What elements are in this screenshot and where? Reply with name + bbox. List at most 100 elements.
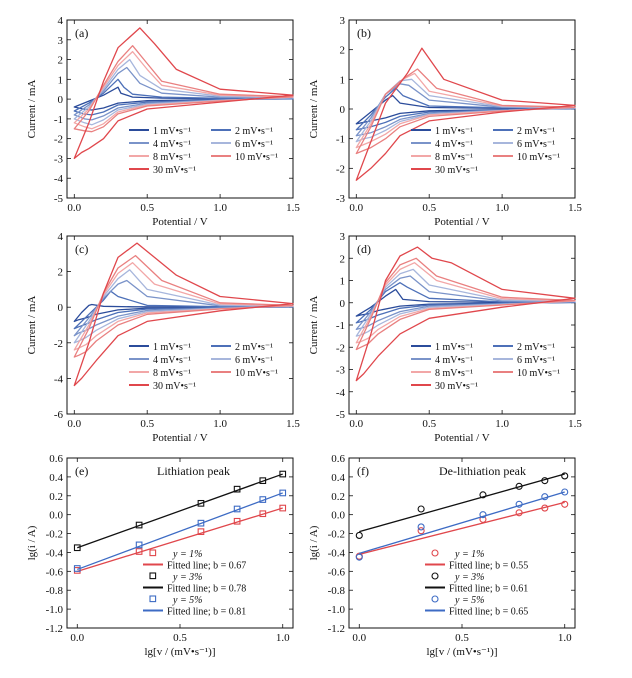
x-tick-label: 1.0: [495, 202, 509, 214]
x-axis-label: Potential / V: [434, 432, 489, 444]
legend-label: 4 mV•s⁻¹: [153, 139, 191, 150]
y-tick-label: -0.2: [328, 529, 345, 541]
panel-f: 0.0 0.5 1.0-1.2-1.0-0.8-0.6-0.4-0.20.00.20…: [308, 453, 575, 658]
legend-label: y = 1%: [454, 549, 485, 560]
legend-label: 1 mV•s⁻¹: [435, 126, 473, 137]
y-tick-label: 4: [58, 15, 64, 27]
y-tick-label: -6: [54, 409, 64, 421]
legend-marker: [150, 596, 156, 602]
y-tick-label: -0.2: [46, 529, 63, 541]
y-tick-label: -4: [54, 173, 64, 185]
legend-label: 4 mV•s⁻¹: [435, 139, 473, 150]
x-tick-label: 0.5: [455, 632, 469, 644]
legend-marker: [432, 596, 438, 602]
x-tick-label: 0.5: [422, 418, 436, 430]
y-tick-label: 2: [340, 45, 346, 57]
y-tick-label: 0: [58, 302, 64, 314]
y-tick-label: -1: [336, 320, 345, 332]
legend-label: Fitted line; b = 0.65: [449, 607, 528, 618]
x-axis-label: Potential / V: [152, 432, 207, 444]
y-tick-label: 4: [58, 231, 64, 243]
legend-label: y = 3%: [172, 572, 203, 583]
panel-label: (a): [75, 26, 88, 40]
legend-label: Fitted line; b = 0.81: [167, 607, 246, 618]
x-axis-label: Potential / V: [434, 216, 489, 228]
y-tick-label: -0.6: [46, 566, 64, 578]
data-point: [516, 501, 522, 507]
legend-label: 30 mV•s⁻¹: [153, 381, 196, 392]
legend-label: y = 5%: [454, 595, 485, 606]
legend-label: 10 mV•s⁻¹: [517, 152, 560, 163]
legend-label: y = 1%: [172, 549, 203, 560]
x-tick-label: 1.5: [286, 418, 300, 430]
y-tick-label: -2: [54, 338, 63, 350]
y-tick-label: 0.2: [49, 491, 63, 503]
legend-label: 8 mV•s⁻¹: [153, 368, 191, 379]
y-tick-label: -3: [54, 153, 64, 165]
data-point: [74, 545, 80, 551]
y-tick-label: 2: [340, 253, 346, 265]
data-point: [418, 506, 424, 512]
y-tick-label: 0.2: [331, 491, 345, 503]
y-axis-label: Current / mA: [26, 80, 38, 139]
legend-label: 2 mV•s⁻¹: [235, 342, 273, 353]
panel-e: 0.0 0.5 1.0-1.2-1.0-0.8-0.6-0.4-0.20.00.20…: [26, 453, 293, 658]
x-axis-label: lg[v / (mV•s⁻¹)]: [426, 646, 497, 658]
panel-label: (d): [357, 242, 371, 256]
figure-canvas: 0.0 0.5 1.0 1.5-5-4-3-2-101234Potential / V…: [0, 0, 632, 678]
legend-label: 10 mV•s⁻¹: [235, 368, 278, 379]
y-tick-label: -1.2: [46, 623, 63, 635]
panel-d: 0.0 0.5 1.0 1.5-5-4-3-2-10123Potential / VC…: [308, 231, 582, 444]
fit-line-1: [359, 502, 564, 554]
legend-marker: [432, 550, 438, 556]
panel-b: 0.0 0.5 1.0 1.5-3-2-10123Potential / VCurre…: [308, 15, 582, 228]
y-tick-label: -2: [336, 342, 345, 354]
legend-label: 6 mV•s⁻¹: [235, 139, 273, 150]
y-axis-label: Current / mA: [26, 296, 38, 355]
data-point: [562, 473, 568, 479]
y-tick-label: -3: [336, 365, 346, 377]
y-tick-label: 0: [340, 104, 346, 116]
y-tick-label: -5: [336, 409, 346, 421]
panel-title: Lithiation peak: [157, 464, 230, 478]
y-tick-label: -0.6: [328, 566, 346, 578]
legend-label: 8 mV•s⁻¹: [435, 152, 473, 163]
x-tick-label: 0.0: [67, 202, 81, 214]
y-tick-label: 0: [58, 94, 64, 106]
y-tick-label: -2: [54, 134, 63, 146]
panel-label: (b): [357, 26, 371, 40]
y-tick-label: -0.4: [328, 547, 346, 559]
panel-a: 0.0 0.5 1.0 1.5 -5 -4 -3 -2 -1 0 1 2 3 4 Potential / V…: [26, 15, 300, 228]
x-tick-label: 0.5: [140, 202, 154, 214]
legend-label: 4 mV•s⁻¹: [435, 355, 473, 366]
y-tick-label: -2: [336, 163, 345, 175]
y-tick-label: -3: [336, 193, 346, 205]
y-axis-label: lg(i / A): [26, 525, 38, 560]
y-tick-label: -0.8: [328, 585, 346, 597]
legend-label: y = 3%: [454, 572, 485, 583]
panel-c: 0.0 0.5 1.0 1.5-6-4-2024Potential / VCurren…: [26, 231, 300, 444]
panel-label: (e): [75, 464, 88, 478]
y-tick-label: 3: [340, 231, 346, 243]
y-tick-label: 0.0: [331, 510, 345, 522]
legend-marker: [432, 573, 438, 579]
legend-label: 6 mV•s⁻¹: [235, 355, 273, 366]
legend-label: 2 mV•s⁻¹: [517, 126, 555, 137]
y-tick-label: -1: [336, 134, 345, 146]
legend-label: 6 mV•s⁻¹: [517, 139, 555, 150]
panel-title: De-lithiation peak: [439, 464, 526, 478]
x-tick-label: 1.5: [568, 202, 582, 214]
legend-label: 30 mV•s⁻¹: [435, 165, 478, 176]
x-tick-label: 1.0: [213, 418, 227, 430]
legend-label: 10 mV•s⁻¹: [517, 368, 560, 379]
legend-label: 1 mV•s⁻¹: [153, 126, 191, 137]
y-tick-label: -1: [54, 114, 63, 126]
x-tick-label: 1.0: [213, 202, 227, 214]
y-tick-label: 2: [58, 267, 64, 279]
x-axis-label: lg[v / (mV•s⁻¹)]: [144, 646, 215, 658]
y-tick-label: 0.6: [331, 453, 345, 465]
y-axis-label: lg(i / A): [308, 525, 320, 560]
y-tick-label: -1.0: [46, 604, 64, 616]
y-tick-label: 0.4: [49, 472, 63, 484]
y-tick-label: 0.0: [49, 510, 63, 522]
